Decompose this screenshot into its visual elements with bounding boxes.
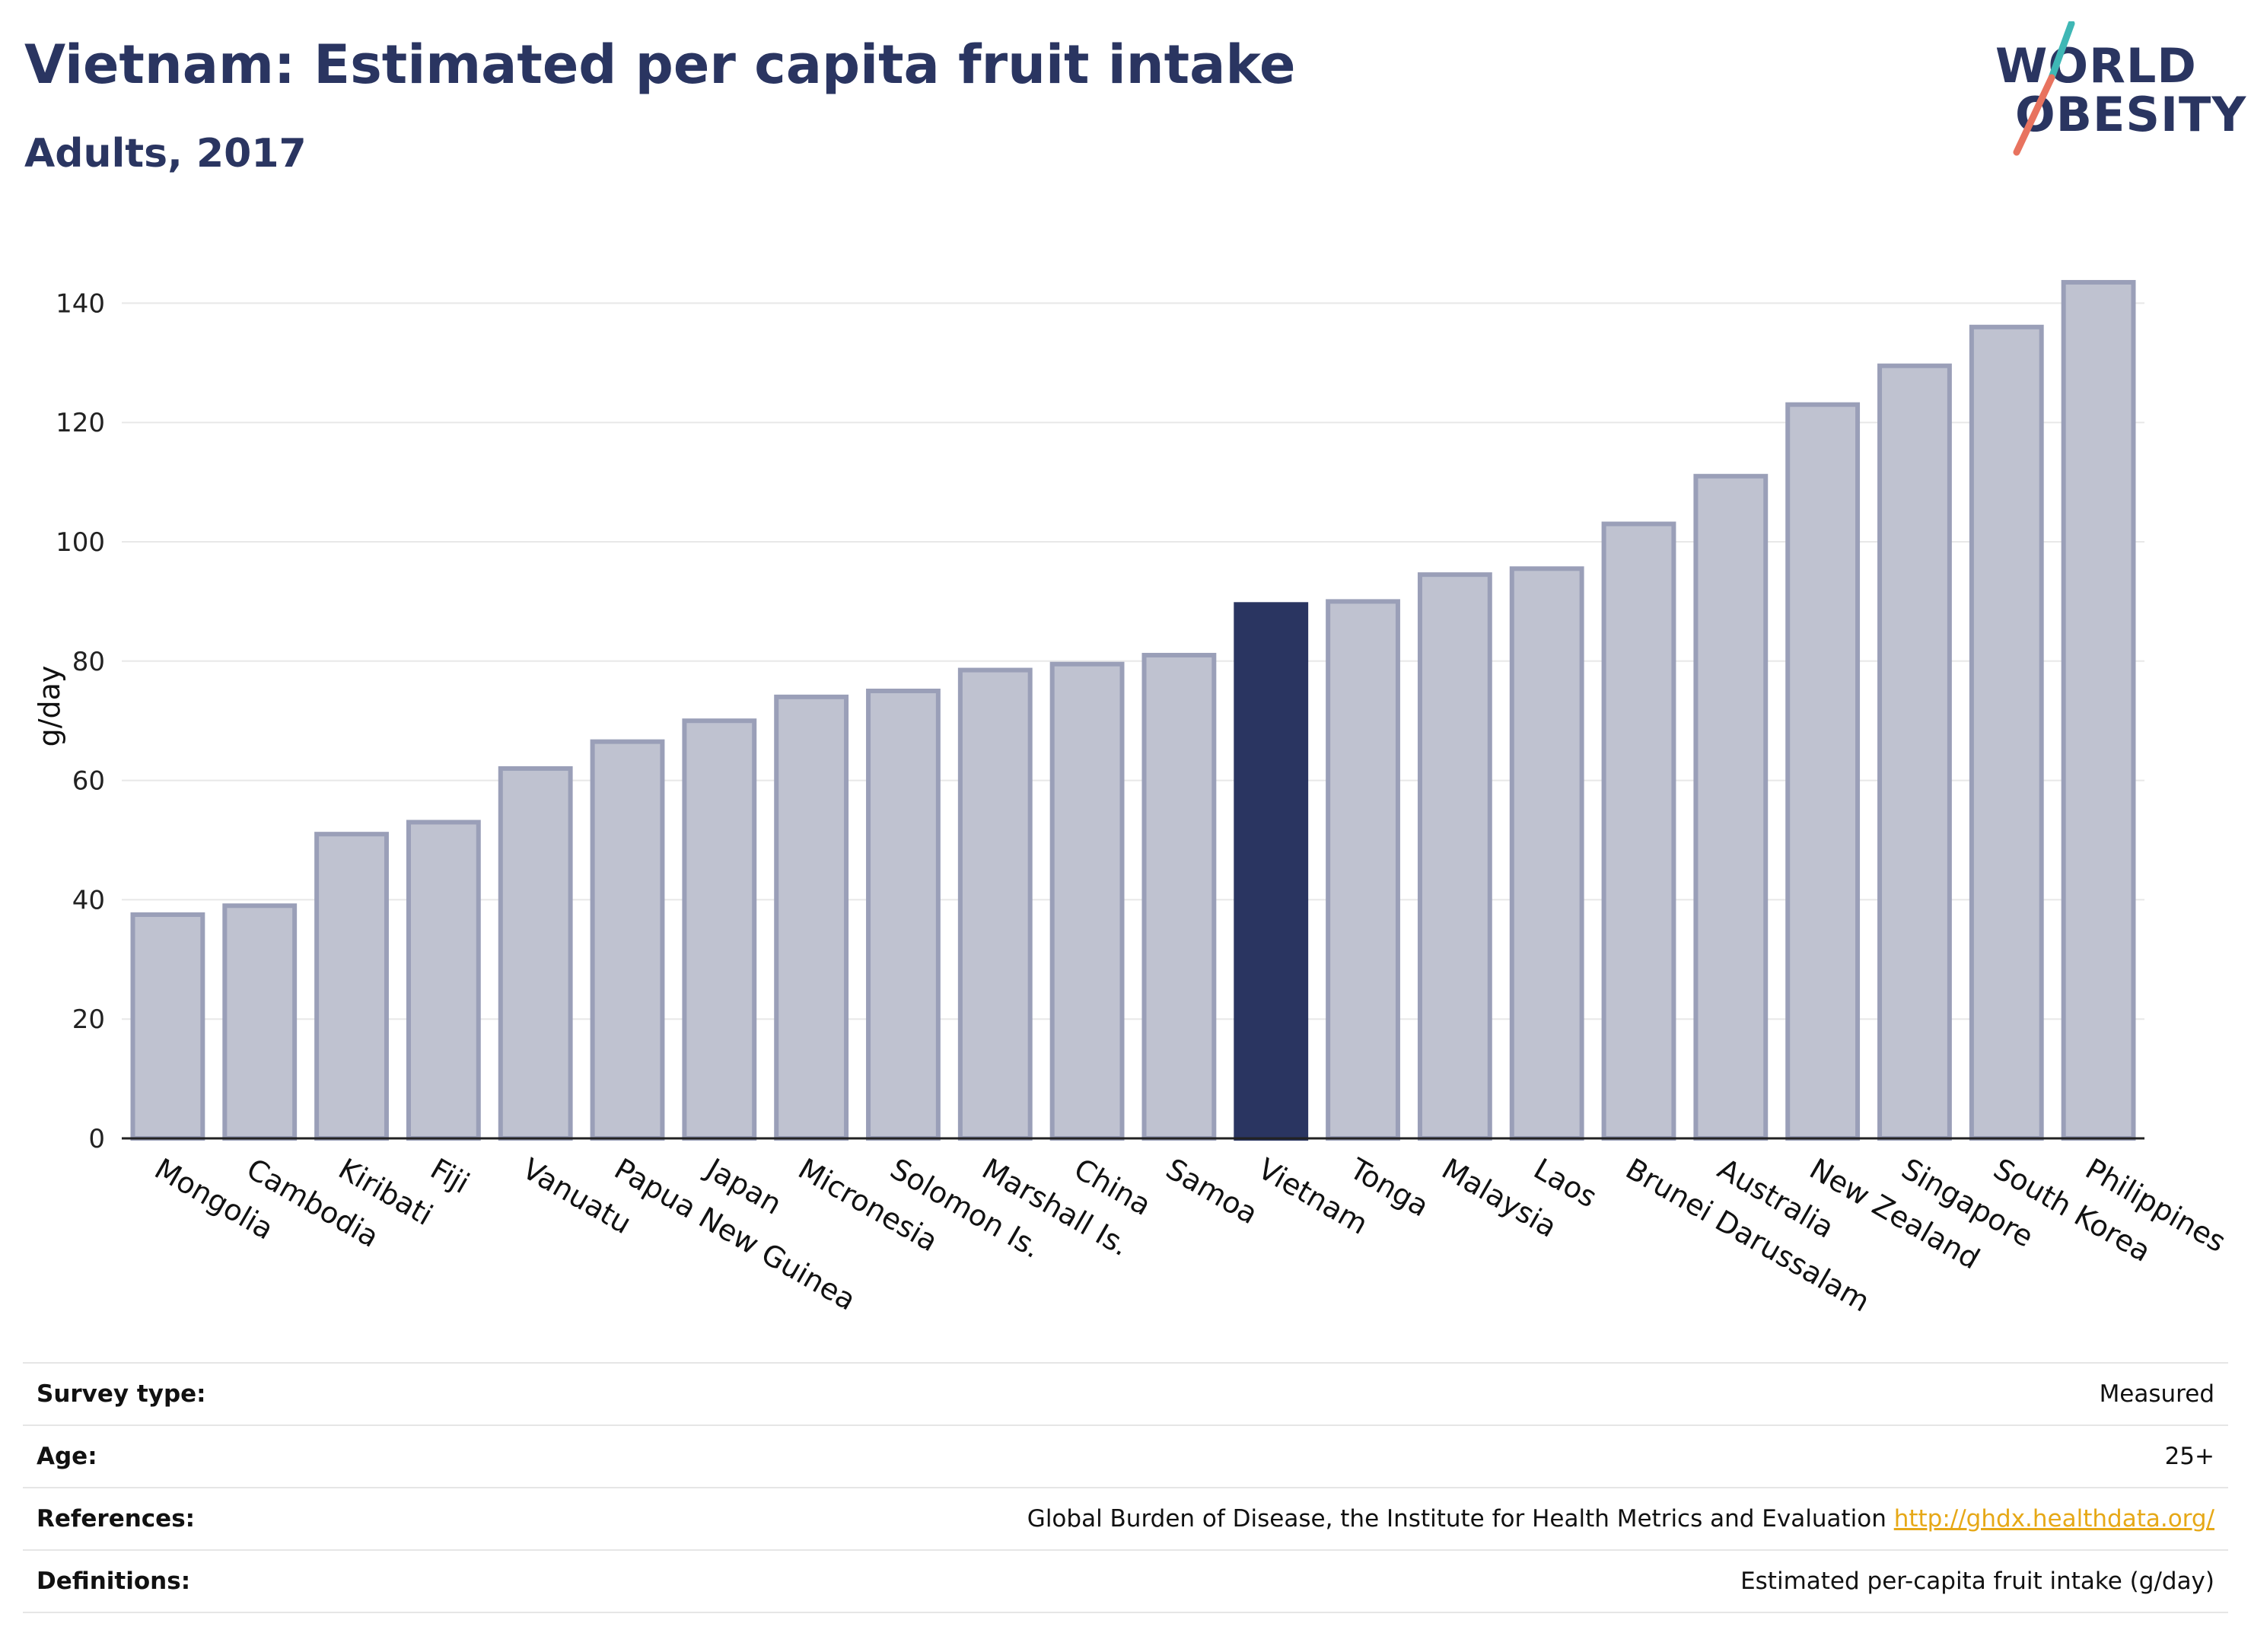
- bar-papua-new-guinea[interactable]: [590, 739, 665, 1141]
- y-tick-label: 40: [72, 885, 105, 915]
- bar-tonga[interactable]: [1326, 599, 1400, 1141]
- y-tick-label: 140: [56, 288, 105, 319]
- bar-china[interactable]: [1049, 661, 1125, 1141]
- bar-cambodia[interactable]: [222, 903, 298, 1141]
- reference-link[interactable]: http://ghdx.healthdata.org/: [1893, 1505, 2214, 1533]
- bar-brunei-darussalam[interactable]: [1601, 521, 1676, 1141]
- logo-slash-icon: [2013, 21, 2075, 156]
- y-axis-label: g/day: [33, 666, 66, 747]
- bar-laos[interactable]: [1509, 566, 1584, 1141]
- y-tick-label: 80: [72, 647, 105, 677]
- bar-samoa[interactable]: [1141, 652, 1217, 1141]
- bar-mongolia[interactable]: [130, 912, 205, 1141]
- y-tick-label: 0: [88, 1124, 105, 1154]
- info-value: Global Burden of Disease, the Institute …: [583, 1487, 2228, 1551]
- bar-philippines[interactable]: [2061, 279, 2136, 1141]
- y-tick-label: 120: [56, 408, 105, 438]
- world-obesity-logo: WORLD OBESITY: [1986, 21, 2247, 166]
- x-tick-label: Fiji: [425, 1152, 475, 1200]
- info-key: References:: [23, 1487, 583, 1551]
- logo-word-world: WORLD: [1995, 38, 2197, 94]
- info-key: Definitions:: [23, 1549, 583, 1613]
- bar-vietnam[interactable]: [1234, 602, 1309, 1141]
- info-table: Survey type: Measured Age: 25+ Reference…: [23, 1362, 2228, 1613]
- logo-word-obesity: OBESITY: [2015, 87, 2247, 142]
- bar-japan[interactable]: [682, 718, 757, 1141]
- info-value: Estimated per-capita fruit intake (g/day…: [583, 1549, 2228, 1613]
- info-key: Age:: [23, 1424, 583, 1488]
- bar-solomon-is[interactable]: [866, 689, 941, 1141]
- bar-kiribati[interactable]: [314, 832, 389, 1141]
- bar-new-zealand[interactable]: [1785, 402, 1861, 1141]
- bar-vanuatu[interactable]: [498, 766, 573, 1141]
- info-row-age: Age: 25+: [23, 1424, 2228, 1488]
- bar-malaysia[interactable]: [1417, 572, 1492, 1141]
- bar-singapore[interactable]: [1877, 363, 1952, 1141]
- info-row-survey-type: Survey type: Measured: [23, 1362, 2228, 1426]
- bar-south-korea[interactable]: [1969, 324, 2044, 1141]
- y-tick-label: 60: [72, 766, 105, 797]
- y-tick-label: 100: [56, 527, 105, 558]
- chart-subtitle: Adults, 2017: [24, 131, 307, 177]
- info-value: 25+: [583, 1424, 2228, 1488]
- x-tick-label: Samoa: [1161, 1152, 1263, 1231]
- info-value: Measured: [583, 1362, 2228, 1426]
- bar-chart: 020406080100120140MongoliaCambodiaKiriba…: [33, 279, 2231, 1319]
- info-row-definitions: Definitions: Estimated per-capita fruit …: [23, 1549, 2228, 1613]
- info-key: Survey type:: [23, 1362, 583, 1426]
- reference-text: Global Burden of Disease, the Institute …: [1027, 1505, 1886, 1533]
- info-row-references: References: Global Burden of Disease, th…: [23, 1487, 2228, 1551]
- bar-fiji[interactable]: [406, 820, 481, 1141]
- bar-marshall-is[interactable]: [957, 667, 1033, 1141]
- chart-title: Vietnam: Estimated per capita fruit inta…: [24, 33, 1296, 96]
- bar-micronesia[interactable]: [774, 694, 849, 1141]
- y-tick-label: 20: [72, 1004, 105, 1035]
- bar-australia[interactable]: [1693, 473, 1769, 1141]
